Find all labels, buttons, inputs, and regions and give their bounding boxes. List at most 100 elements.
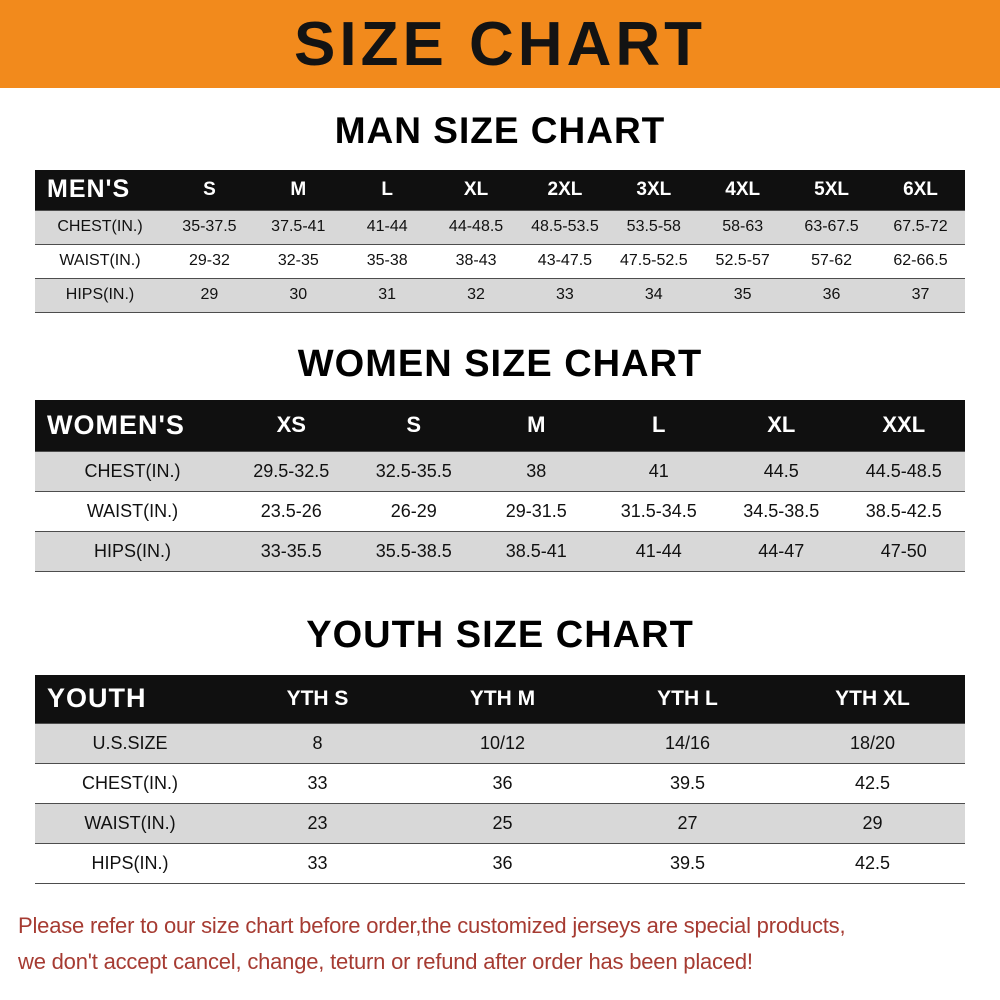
size-value-cell: 39.5 <box>669 852 706 873</box>
size-value-cell: 29 <box>200 286 219 303</box>
table-row: HIPS(IN.) 33-35.5 35.5-38.5 38.5-41 41-44 44-… <box>35 531 965 572</box>
table-row: U.S.SIZE 8 10/12 14/16 18/20 <box>35 723 965 763</box>
size-value-cell: 29.5-32.5 <box>253 461 330 481</box>
size-value-cell: 29-32 <box>188 252 230 269</box>
man-size-chart-section: MAN SIZE CHART MEN'S S M L XL 2XL 3XL 4XL 5XL 6XL… <box>0 110 1000 313</box>
size-value-cell: 34.5-38.5 <box>743 501 820 521</box>
column-header: YTH S <box>225 675 410 723</box>
column-header: 5XL <box>787 170 876 210</box>
table-row: CHEST(IN.) 35-37.5 37.5-41 41-44 44-48.5 48.5… <box>35 210 965 244</box>
size-value-cell: 42.5 <box>854 852 891 873</box>
size-value-cell: 33 <box>307 852 328 873</box>
size-value-cell: 33-35.5 <box>260 541 322 561</box>
man-size-table: MEN'S S M L XL 2XL 3XL 4XL 5XL 6XL CHEST(IN.) 35-37… <box>35 170 965 313</box>
size-value-cell: 48.5-53.5 <box>531 218 599 235</box>
column-header: S <box>352 399 475 452</box>
size-value-cell: 10/12 <box>479 732 526 753</box>
size-value-cell: 38.5-41 <box>505 541 567 561</box>
table-corner-label: WOMEN'S <box>35 399 230 452</box>
column-header: 2XL <box>520 170 610 210</box>
size-value-cell: 58-63 <box>722 218 764 235</box>
column-header: YTH M <box>410 675 595 723</box>
size-value-cell: 23.5-26 <box>260 501 322 521</box>
size-value-cell: 44-48.5 <box>448 218 504 235</box>
table-row: CHEST(IN.) 29.5-32.5 32.5-35.5 38 41 44.5 44.5… <box>35 451 965 492</box>
size-value-cell: 47-50 <box>880 541 927 561</box>
size-value-cell: 47.5-52.5 <box>620 252 688 269</box>
man-size-chart-heading: MAN SIZE CHART <box>334 110 666 151</box>
column-header: S <box>165 170 254 210</box>
footer-line-2: we don't accept cancel, change, teturn o… <box>18 948 753 974</box>
size-value-cell: 31 <box>378 286 397 303</box>
table-row: HIPS(IN.) 29 30 31 32 33 34 35 36 37 <box>35 278 965 312</box>
size-value-cell: 8 <box>312 732 323 753</box>
size-value-cell: 29 <box>862 812 883 833</box>
size-value-cell: 43-47.5 <box>537 252 593 269</box>
size-value-cell: 34 <box>644 286 663 303</box>
table-header-row: WOMEN'S XS S M L XL XXL <box>35 399 965 452</box>
size-value-cell: 27 <box>677 812 698 833</box>
size-value-cell: 33 <box>556 286 574 303</box>
size-value-cell: 32.5-35.5 <box>375 461 452 481</box>
column-header: L <box>597 399 720 452</box>
row-label: HIPS(IN.) <box>93 541 171 561</box>
size-value-cell: 41-44 <box>635 541 682 561</box>
row-label: U.S.SIZE <box>92 732 168 753</box>
table-row: WAIST(IN.) 29-32 32-35 35-38 38-43 43-47.5 47.… <box>35 244 965 278</box>
size-value-cell: 23 <box>307 812 328 833</box>
women-size-chart-heading: WOMEN SIZE CHART <box>297 342 703 385</box>
size-value-cell: 14/16 <box>664 732 711 753</box>
table-row: HIPS(IN.) 33 36 39.5 42.5 <box>35 843 965 883</box>
size-value-cell: 41 <box>648 461 669 481</box>
column-header: XL <box>720 399 843 452</box>
size-value-cell: 63-67.5 <box>804 218 859 235</box>
women-size-chart-section: WOMEN SIZE CHART WOMEN'S XS S M L XL XXL CHEST(… <box>0 342 1000 572</box>
column-header: 6XL <box>876 170 965 210</box>
table-corner-label: MEN'S <box>35 170 165 210</box>
women-size-table: WOMEN'S XS S M L XL XXL CHEST(IN.) 29.5-32.5 32.5… <box>35 399 965 572</box>
table-corner-label: YOUTH <box>35 675 225 723</box>
size-value-cell: 39.5 <box>669 772 706 793</box>
row-label: CHEST(IN.) <box>57 218 143 235</box>
row-label: CHEST(IN.) <box>84 461 181 481</box>
size-value-cell: 52.5-57 <box>715 252 770 269</box>
size-value-cell: 44-47 <box>758 541 805 561</box>
size-value-cell: 44.5 <box>763 461 799 481</box>
column-header: M <box>475 399 598 452</box>
size-value-cell: 35-37.5 <box>182 218 237 235</box>
size-value-cell: 35.5-38.5 <box>375 541 452 561</box>
size-value-cell: 26-29 <box>390 501 437 521</box>
size-value-cell: 35 <box>733 286 752 303</box>
size-value-cell: 37.5-41 <box>271 218 326 235</box>
size-value-cell: 33 <box>307 772 328 793</box>
size-value-cell: 53.5-58 <box>626 218 681 235</box>
row-label: CHEST(IN.) <box>82 772 178 793</box>
youth-size-chart-section: YOUTH SIZE CHART YOUTH YTH S YTH M YTH L YTH… <box>0 614 1000 884</box>
size-value-cell: 57-62 <box>811 252 853 269</box>
size-value-cell: 36 <box>492 852 513 873</box>
size-value-cell: 38.5-42.5 <box>865 501 942 521</box>
column-header: L <box>342 170 432 210</box>
column-header: 4XL <box>698 170 788 210</box>
column-header: XL <box>431 170 521 210</box>
column-header: XS <box>230 399 353 452</box>
banner: SIZE CHART <box>0 0 1000 88</box>
footer-line-1: Please refer to our size chart before or… <box>18 912 846 938</box>
size-value-cell: 38-43 <box>455 252 497 269</box>
table-header-row: MEN'S S M L XL 2XL 3XL 4XL 5XL 6XL <box>35 170 965 210</box>
size-value-cell: 32 <box>467 286 485 303</box>
row-label: HIPS(IN.) <box>65 286 135 303</box>
table-row: WAIST(IN.) 23 25 27 29 <box>35 803 965 843</box>
column-header: YTH L <box>595 675 780 723</box>
table-row: WAIST(IN.) 23.5-26 26-29 29-31.5 31.5-34.5 34… <box>35 491 965 532</box>
size-value-cell: 67.5-72 <box>893 218 948 235</box>
youth-size-table: YOUTH YTH S YTH M YTH L YTH XL U.S.SIZE 8 10/12… <box>35 675 965 884</box>
size-value-cell: 29-31.5 <box>505 501 567 521</box>
size-value-cell: 35-38 <box>366 252 408 269</box>
size-value-cell: 38 <box>526 461 547 481</box>
size-value-cell: 37 <box>911 286 930 303</box>
row-label: WAIST(IN.) <box>59 252 141 269</box>
size-value-cell: 30 <box>289 286 308 303</box>
size-value-cell: 41-44 <box>366 218 408 235</box>
size-value-cell: 32-35 <box>277 252 319 269</box>
